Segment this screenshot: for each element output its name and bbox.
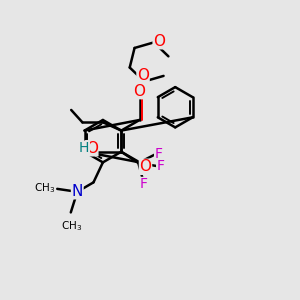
Text: O: O xyxy=(134,84,146,99)
Text: F: F xyxy=(157,159,165,173)
Text: O: O xyxy=(137,68,149,83)
Text: N: N xyxy=(72,184,83,199)
Text: H: H xyxy=(79,141,89,155)
Text: O: O xyxy=(140,159,152,174)
Text: O: O xyxy=(86,141,98,156)
Text: F: F xyxy=(140,177,148,191)
Text: CH$_3$: CH$_3$ xyxy=(61,219,82,233)
Text: O: O xyxy=(153,34,165,49)
Text: F: F xyxy=(154,146,163,161)
Text: CH$_3$: CH$_3$ xyxy=(34,182,55,195)
